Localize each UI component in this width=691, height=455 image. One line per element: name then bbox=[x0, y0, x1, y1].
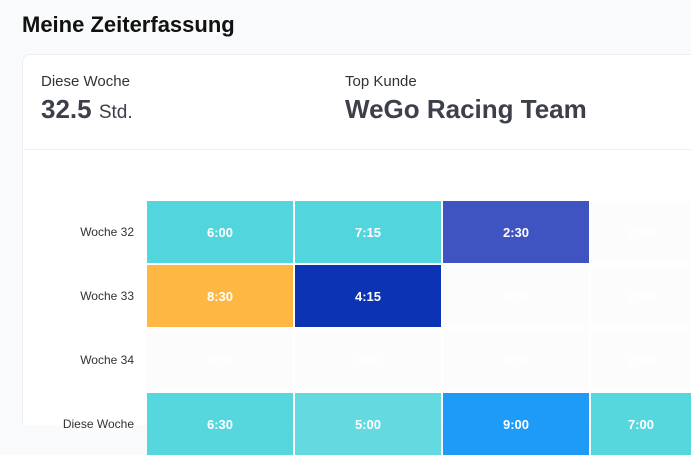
heatmap-cell[interactable]: 0:00 bbox=[443, 265, 589, 327]
heatmap-cell[interactable]: 7:15 bbox=[295, 201, 441, 263]
heatmap-cell[interactable]: 6:00 bbox=[147, 201, 293, 263]
heatmap-cell[interactable]: 0:00 bbox=[591, 201, 691, 263]
heatmap-cell[interactable]: 4:15 bbox=[295, 265, 441, 327]
heatmap-cell[interactable]: 0:00 bbox=[147, 329, 293, 391]
top-customer-label: Top Kunde bbox=[345, 73, 417, 90]
row-label: Woche 32 bbox=[80, 225, 134, 239]
heatmap-cell[interactable]: 8:30 bbox=[147, 265, 293, 327]
week-hours-unit: Std. bbox=[98, 102, 133, 123]
week-hours-label: Diese Woche bbox=[41, 73, 130, 90]
heatmap-cell[interactable]: 0:00 bbox=[443, 329, 589, 391]
row-label: Woche 34 bbox=[80, 353, 134, 367]
divider bbox=[23, 149, 691, 150]
top-customer-value: WeGo Racing Team bbox=[345, 94, 587, 124]
heatmap-cell[interactable]: 7:00 bbox=[591, 393, 691, 455]
row-label: Woche 33 bbox=[80, 289, 134, 303]
heatmap-cell[interactable]: 9:00 bbox=[443, 393, 589, 455]
top-customer-stat: Top Kunde WeGo Racing Team bbox=[345, 73, 587, 125]
week-hours-value: 32.5 bbox=[41, 94, 92, 124]
heatmap-cell[interactable]: 0:00 bbox=[591, 265, 691, 327]
week-hours-stat: Diese Woche 32.5 Std. bbox=[41, 73, 133, 125]
page-title: Meine Zeiterfassung bbox=[22, 12, 235, 37]
row-label: Diese Woche bbox=[62, 417, 134, 431]
heatmap-cell[interactable]: 0:00 bbox=[591, 329, 691, 391]
heatmap-cell[interactable]: 2:30 bbox=[443, 201, 589, 263]
heatmap-cell[interactable]: 5:00 bbox=[295, 393, 441, 455]
heatmap-cell[interactable]: 0:00 bbox=[295, 329, 441, 391]
heatmap-cell[interactable]: 6:30 bbox=[147, 393, 293, 455]
